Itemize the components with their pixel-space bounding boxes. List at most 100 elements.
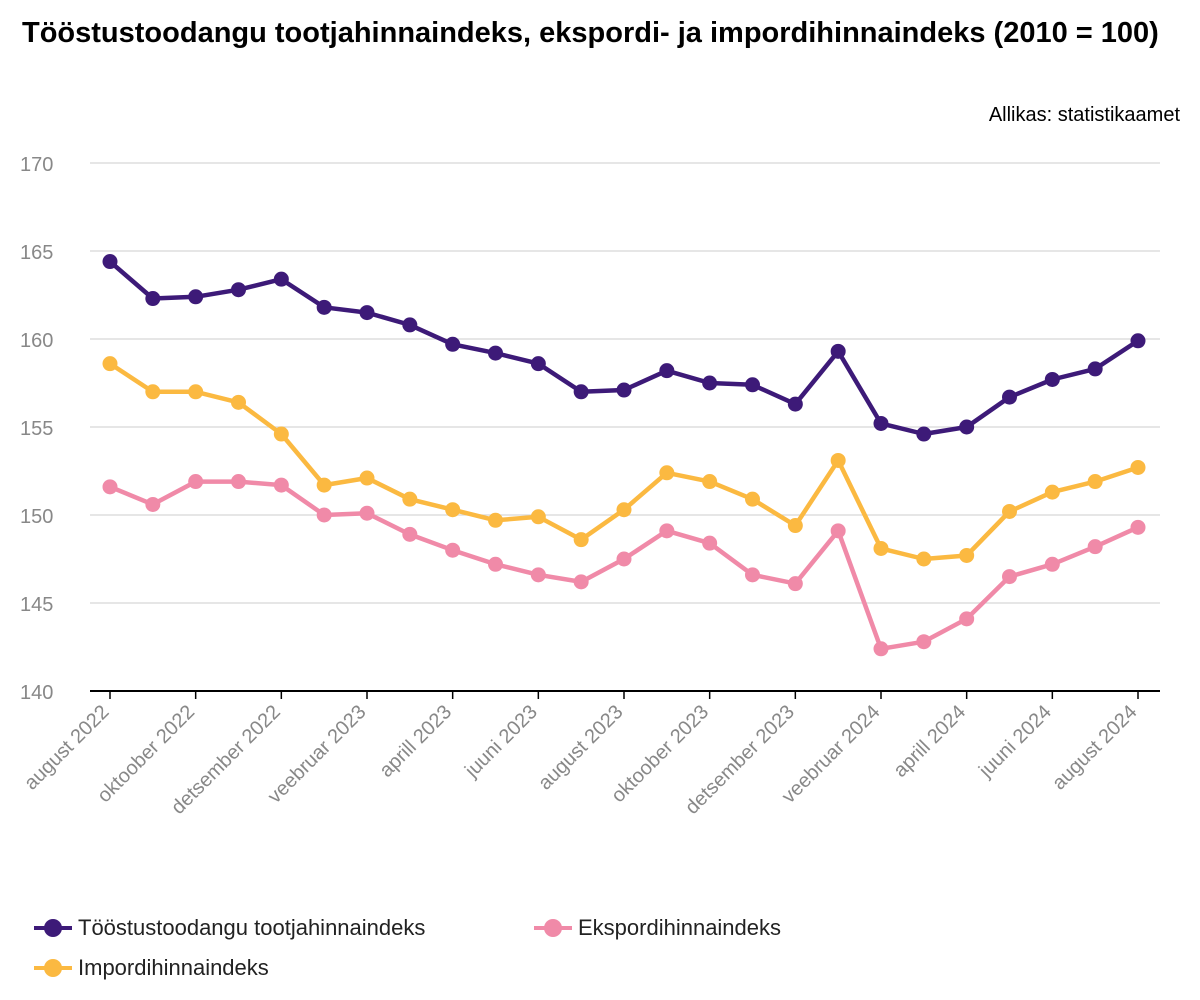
- data-point[interactable]: [959, 547, 975, 563]
- data-point[interactable]: [830, 343, 846, 359]
- data-point[interactable]: [959, 419, 975, 435]
- data-point[interactable]: [916, 426, 932, 442]
- data-point[interactable]: [1044, 371, 1060, 387]
- data-point[interactable]: [1044, 484, 1060, 500]
- series-1: [102, 474, 1146, 657]
- data-point[interactable]: [488, 512, 503, 528]
- data-point[interactable]: [402, 317, 418, 333]
- data-point[interactable]: [530, 509, 546, 525]
- data-point[interactable]: [1087, 539, 1103, 555]
- data-point[interactable]: [616, 551, 632, 567]
- data-point[interactable]: [359, 305, 375, 321]
- data-point[interactable]: [616, 382, 632, 398]
- data-point[interactable]: [445, 502, 461, 518]
- data-point[interactable]: [959, 611, 975, 627]
- y-tick-label-140: 140: [20, 682, 53, 704]
- data-point[interactable]: [745, 377, 760, 393]
- x-tick-label: aprill 2023: [375, 701, 456, 782]
- y-tick-label-165: 165: [20, 242, 53, 264]
- data-point[interactable]: [188, 474, 204, 490]
- legend-marker-export: [534, 918, 572, 938]
- data-point[interactable]: [1130, 519, 1146, 535]
- data-point[interactable]: [745, 491, 760, 507]
- data-point[interactable]: [573, 532, 589, 548]
- data-point[interactable]: [1130, 333, 1146, 349]
- data-point[interactable]: [787, 396, 803, 412]
- data-point[interactable]: [145, 496, 161, 512]
- data-point[interactable]: [659, 465, 675, 481]
- data-point[interactable]: [1002, 569, 1017, 585]
- data-point[interactable]: [273, 426, 289, 442]
- data-point[interactable]: [231, 282, 246, 298]
- data-point[interactable]: [102, 254, 118, 270]
- y-tick-label-170: 170: [20, 154, 53, 176]
- data-point[interactable]: [145, 291, 161, 307]
- y-tick-label-145: 145: [20, 594, 53, 616]
- data-point[interactable]: [316, 477, 332, 493]
- legend-label-producer: Tööstustoodangu tootjahinnaindeks: [78, 915, 426, 940]
- data-point[interactable]: [445, 336, 461, 352]
- data-point[interactable]: [145, 384, 161, 400]
- data-point[interactable]: [316, 507, 332, 523]
- data-point[interactable]: [530, 567, 546, 583]
- data-point[interactable]: [787, 518, 803, 534]
- data-point[interactable]: [916, 551, 932, 567]
- data-point[interactable]: [102, 479, 118, 495]
- data-point[interactable]: [359, 505, 375, 521]
- data-point[interactable]: [231, 394, 246, 410]
- x-tick-label: august 2022: [20, 701, 113, 794]
- data-point[interactable]: [659, 523, 675, 539]
- data-point[interactable]: [873, 540, 889, 556]
- data-point[interactable]: [873, 641, 889, 657]
- data-point[interactable]: [102, 356, 118, 372]
- data-point[interactable]: [745, 567, 760, 583]
- data-point[interactable]: [488, 556, 503, 572]
- data-point[interactable]: [787, 576, 803, 592]
- legend-marker-import: [34, 958, 72, 978]
- data-point[interactable]: [445, 542, 461, 558]
- x-tick-label: juuni 2023: [460, 701, 542, 783]
- data-point[interactable]: [830, 452, 846, 468]
- data-point[interactable]: [1087, 361, 1103, 377]
- data-point[interactable]: [359, 470, 375, 486]
- data-point[interactable]: [573, 384, 589, 400]
- data-point[interactable]: [873, 415, 889, 431]
- data-point[interactable]: [702, 535, 718, 551]
- legend-label-export: Ekspordihinnaindeks: [578, 915, 782, 940]
- data-point[interactable]: [273, 271, 289, 287]
- x-tick-label: august 2024: [1048, 701, 1141, 794]
- data-point[interactable]: [273, 477, 289, 493]
- data-point[interactable]: [1087, 474, 1103, 490]
- data-point[interactable]: [916, 634, 932, 650]
- data-point[interactable]: [530, 356, 546, 372]
- legend-item-import[interactable]: Impordihinnaindeks: [34, 955, 269, 981]
- data-point[interactable]: [188, 384, 204, 400]
- x-tick-label: august 2023: [534, 701, 627, 794]
- data-point[interactable]: [1044, 556, 1060, 572]
- x-tick-label: juuni 2024: [974, 701, 1056, 783]
- legend-item-export[interactable]: Ekspordihinnaindeks: [534, 915, 781, 941]
- data-point[interactable]: [402, 526, 418, 542]
- data-point[interactable]: [188, 289, 204, 305]
- data-point[interactable]: [830, 523, 846, 539]
- legend-marker-producer: [34, 918, 72, 938]
- data-point[interactable]: [402, 491, 418, 507]
- y-axis-ticks: 140 145 150 155 160 165 170: [20, 154, 53, 704]
- data-point[interactable]: [573, 574, 589, 590]
- data-point[interactable]: [616, 502, 632, 518]
- series-line: [107, 259, 1141, 437]
- legend-item-producer[interactable]: Tööstustoodangu tootjahinnaindeks: [34, 915, 425, 941]
- data-point[interactable]: [231, 474, 246, 490]
- y-tick-label-150: 150: [20, 506, 53, 528]
- data-point[interactable]: [702, 474, 718, 490]
- data-point[interactable]: [1002, 389, 1017, 405]
- chart-title: Tööstustoodangu tootjahinnaindeks, ekspo…: [22, 17, 1159, 49]
- data-point[interactable]: [488, 345, 503, 361]
- data-point[interactable]: [316, 299, 332, 315]
- source-note: Allikas: statistikaamet: [988, 104, 1180, 126]
- data-point[interactable]: [1130, 459, 1146, 475]
- y-tick-label-160: 160: [20, 330, 53, 352]
- data-point[interactable]: [702, 375, 718, 391]
- data-point[interactable]: [1002, 503, 1017, 519]
- data-point[interactable]: [659, 363, 675, 379]
